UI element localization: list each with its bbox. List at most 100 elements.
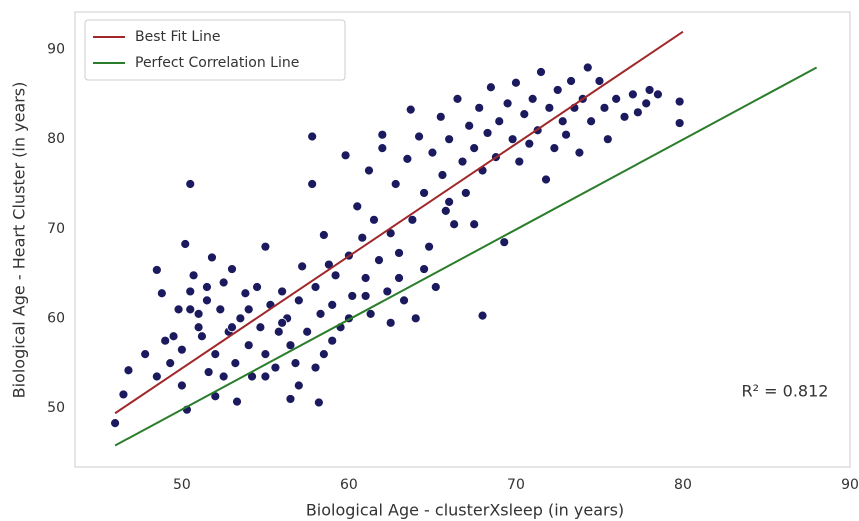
point <box>419 188 429 198</box>
point <box>215 304 226 315</box>
point <box>307 179 318 189</box>
point <box>176 344 187 355</box>
point <box>318 230 329 240</box>
point <box>519 109 530 120</box>
point <box>360 291 371 301</box>
point <box>485 82 496 93</box>
point <box>202 295 212 306</box>
point <box>399 295 409 306</box>
point <box>674 96 685 107</box>
point <box>123 365 134 376</box>
point <box>327 335 338 346</box>
point <box>165 358 176 369</box>
point <box>227 264 237 274</box>
point <box>352 201 363 212</box>
point <box>394 273 404 283</box>
point <box>203 367 214 377</box>
point <box>151 265 162 275</box>
y-tick-label: 80 <box>47 131 65 147</box>
point <box>207 252 217 263</box>
point <box>110 418 120 429</box>
point <box>176 380 187 391</box>
point <box>602 134 613 145</box>
fit-line <box>114 30 684 415</box>
point <box>469 143 480 154</box>
x-tick-label: 60 <box>340 477 358 493</box>
point <box>364 165 374 176</box>
point <box>285 394 296 404</box>
point <box>599 102 610 113</box>
point <box>594 76 605 86</box>
point <box>566 76 576 86</box>
y-tick-label: 60 <box>47 310 65 326</box>
point <box>419 264 429 274</box>
point <box>232 396 242 407</box>
point <box>437 170 448 180</box>
point <box>494 116 505 127</box>
point <box>382 286 393 297</box>
point <box>611 93 622 104</box>
point <box>385 317 396 328</box>
point <box>674 118 685 128</box>
point <box>390 179 401 189</box>
point <box>260 241 271 252</box>
point <box>536 67 546 77</box>
point <box>627 89 638 100</box>
point <box>374 255 384 266</box>
point <box>357 232 368 243</box>
point <box>327 299 338 310</box>
point <box>193 308 204 319</box>
point <box>440 205 451 216</box>
point <box>541 174 551 185</box>
point <box>641 98 652 109</box>
point <box>302 326 313 337</box>
point <box>407 214 418 225</box>
point <box>202 282 212 292</box>
point <box>511 77 521 88</box>
y-tick-label: 90 <box>47 42 65 58</box>
x-tick-label: 90 <box>841 477 859 493</box>
point <box>365 308 376 319</box>
legend-label: Best Fit Line <box>135 29 221 45</box>
annotation: R² = 0.812 <box>742 382 829 401</box>
x-axis-label: Biological Age - clusterXsleep (in years… <box>306 501 624 520</box>
point <box>285 340 296 351</box>
point <box>405 104 416 115</box>
plot-frame <box>74 11 851 468</box>
point <box>218 371 229 382</box>
point <box>273 326 284 337</box>
y-tick-label: 70 <box>47 221 65 237</box>
point <box>499 237 510 248</box>
point <box>197 331 207 342</box>
point <box>502 98 513 109</box>
legend-box <box>84 19 346 81</box>
point <box>188 270 199 281</box>
point <box>477 310 488 321</box>
point <box>377 143 388 154</box>
point <box>185 286 196 297</box>
point <box>469 219 480 230</box>
point <box>561 129 571 140</box>
point <box>424 241 434 252</box>
point <box>118 389 129 400</box>
point <box>330 270 341 281</box>
point <box>507 134 518 145</box>
point <box>318 349 329 360</box>
point <box>140 349 151 360</box>
x-tick-label: 80 <box>674 477 692 493</box>
point <box>444 134 455 145</box>
point <box>340 150 351 161</box>
point <box>377 129 388 140</box>
point <box>414 131 424 142</box>
point <box>151 371 162 382</box>
point <box>193 322 204 333</box>
point <box>394 248 404 258</box>
point <box>310 282 321 292</box>
point <box>180 239 191 249</box>
point <box>310 362 321 373</box>
point <box>449 219 460 230</box>
x-tick-label: 50 <box>173 477 191 493</box>
point <box>243 304 254 315</box>
point <box>369 214 379 225</box>
